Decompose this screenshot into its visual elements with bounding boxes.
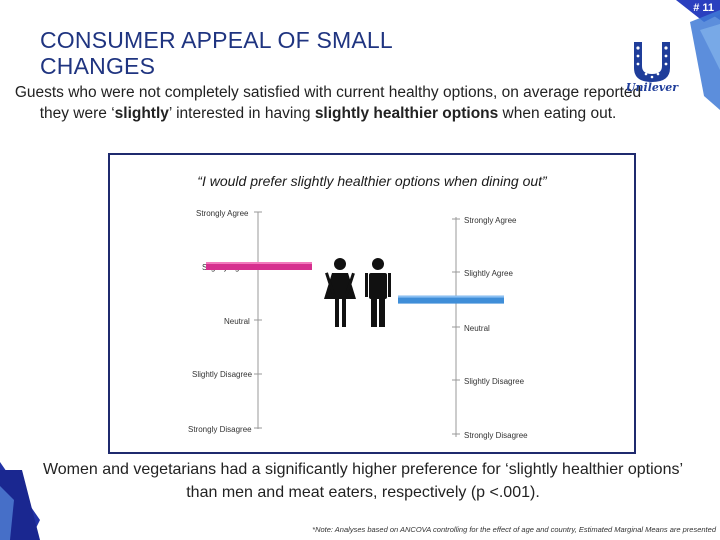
- man-icon: [365, 258, 391, 327]
- analysis-note: *Note: Analyses based on ANCOVA controll…: [312, 525, 716, 534]
- left-scale-strongly-agree: Strongly Agree: [196, 209, 249, 218]
- subtitle-text-3: when eating out.: [498, 105, 617, 122]
- right-scale-slightly-disagree: Slightly Disagree: [464, 377, 525, 386]
- title-line-2: CHANGES: [40, 53, 156, 79]
- subtitle-bold-2: slightly healthier options: [314, 105, 499, 122]
- slide-number: # 11: [693, 2, 714, 14]
- right-scale-neutral: Neutral: [464, 324, 490, 333]
- right-scale-slightly-agree: Slightly Agree: [464, 269, 513, 278]
- chart-panel: “I would prefer slightly healthier optio…: [108, 153, 636, 454]
- subtitle-text-1: Guests who were not completely satisfied…: [14, 84, 642, 122]
- slide-subtitle: Guests who were not completely satisfied…: [14, 82, 642, 124]
- chart-quote: “I would prefer slightly healthier optio…: [197, 173, 547, 189]
- men-bar-highlight: [398, 295, 504, 298]
- left-scale-slightly-disagree: Slightly Disagree: [192, 370, 253, 379]
- unilever-logo-text: Unilever: [625, 81, 679, 94]
- key-finding: Women and vegetarians had a significantl…: [42, 461, 684, 501]
- subtitle-bold-1: slightly: [114, 105, 169, 122]
- chart-plot: [206, 211, 504, 437]
- subtitle-text-2: ’ interested in having: [168, 105, 315, 122]
- left-scale-strongly-disagree: Strongly Disagree: [188, 425, 252, 434]
- left-scale-neutral: Neutral: [224, 317, 250, 326]
- left-scale-slightly-agree: Slightly Agree: [202, 263, 251, 272]
- slide-title: CONSUMER APPEAL OF SMALL CHANGES: [40, 27, 520, 79]
- men-bar: [398, 295, 504, 304]
- right-scale-strongly-disagree: Strongly Disagree: [464, 431, 528, 440]
- right-scale-strongly-agree: Strongly Agree: [464, 216, 517, 225]
- woman-icon: [324, 258, 356, 327]
- unilever-logo: [634, 42, 670, 82]
- title-line-1: CONSUMER APPEAL OF SMALL: [40, 27, 393, 53]
